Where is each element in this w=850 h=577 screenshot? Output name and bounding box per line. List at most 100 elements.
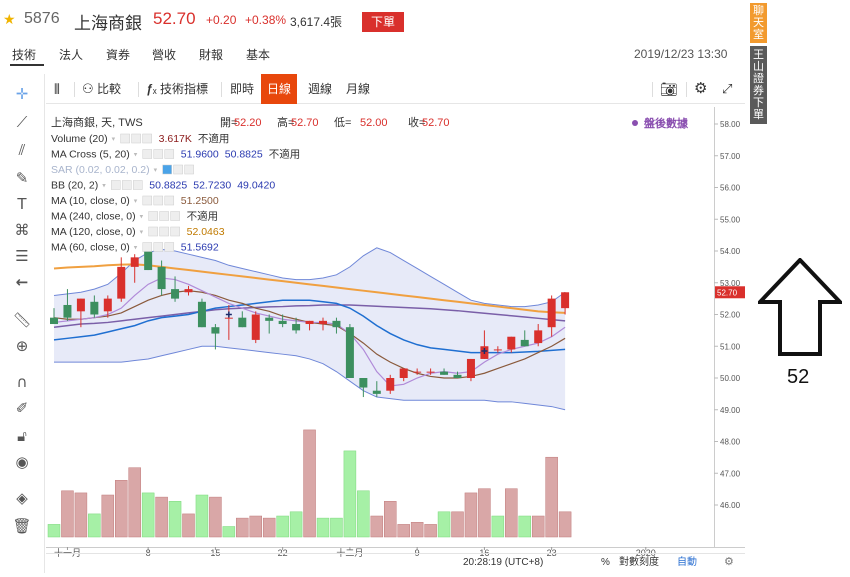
candle-body[interactable]: [76, 298, 85, 312]
indicator-visibility-icon[interactable]: [142, 242, 153, 252]
candle-body[interactable]: [386, 378, 395, 391]
candle-body[interactable]: [144, 251, 153, 271]
candle-body[interactable]: [440, 371, 449, 375]
tab-revenue[interactable]: 營收: [152, 48, 177, 62]
chart-canvas[interactable]: 58.00 57.00 56.00 55.00 54.00 53.00 52.00 51.00…: [46, 107, 745, 573]
indicator-dropdown-icon[interactable]: ▾: [112, 135, 116, 143]
indicator-settings-icon[interactable]: [173, 164, 183, 175]
indicator-name[interactable]: SAR (0.02, 0.02, 0.2): [51, 164, 150, 176]
price-chart[interactable]: 58.00 57.00 56.00 55.00 54.00 53.00 52.00 51.00…: [46, 107, 745, 573]
indicator-remove-icon[interactable]: [142, 133, 152, 144]
indicator-settings-icon[interactable]: [122, 180, 132, 190]
candle-body[interactable]: [157, 266, 166, 290]
candle-body[interactable]: [211, 327, 220, 334]
tab-financials[interactable]: 財報: [199, 48, 224, 62]
trash-icon[interactable]: 🗑︎: [12, 517, 32, 535]
indicator-dropdown-icon[interactable]: ▾: [134, 151, 138, 159]
daily-button[interactable]: 日線: [261, 74, 298, 104]
indicator-name[interactable]: MA (10, close, 0): [51, 195, 130, 207]
brush-icon[interactable]: ✎: [15, 169, 29, 187]
favorite-star-icon[interactable]: ★: [3, 11, 16, 27]
candle-body[interactable]: [399, 368, 408, 378]
tab-technical[interactable]: 技術: [12, 48, 37, 62]
statusbar-auto[interactable]: 自動: [677, 555, 697, 568]
indicator-name[interactable]: MA (120, close, 0): [51, 226, 136, 238]
statusbar-percent[interactable]: %: [601, 557, 610, 568]
broker-order-tab[interactable]: 王山證券下單: [750, 46, 767, 124]
candle-body[interactable]: [171, 289, 180, 299]
indicator-remove-icon[interactable]: [164, 242, 175, 252]
price-axis[interactable]: [714, 107, 745, 547]
candle-body[interactable]: [265, 317, 274, 321]
candle-body[interactable]: [130, 257, 139, 267]
statusbar-log-scale[interactable]: 對數刻度: [619, 555, 659, 568]
candle-body[interactable]: [507, 336, 516, 350]
candle-body[interactable]: [332, 320, 341, 328]
weekly-button[interactable]: 週線: [308, 82, 333, 96]
candle-body[interactable]: [278, 320, 287, 325]
ruler-icon[interactable]: 📏︎: [12, 311, 32, 329]
indicator-settings-icon[interactable]: [153, 242, 164, 252]
candle-body[interactable]: [184, 289, 193, 293]
zoom-in-icon[interactable]: ⊕: [15, 337, 29, 355]
indicator-visibility-icon[interactable]: [142, 149, 153, 159]
candle-body[interactable]: [50, 317, 58, 325]
magnet-icon[interactable]: ∩: [16, 373, 28, 391]
fullscreen-icon[interactable]: ⤢: [722, 81, 733, 96]
trendline-icon[interactable]: ⟋: [16, 113, 28, 131]
indicator-settings-icon[interactable]: [131, 133, 141, 144]
indicator-dropdown-icon[interactable]: ▾: [102, 182, 106, 190]
indicator-visibility-icon[interactable]: [148, 211, 158, 221]
pattern-icon[interactable]: ⌘: [14, 221, 30, 239]
candle-body[interactable]: [534, 330, 543, 344]
indicator-remove-icon[interactable]: [184, 164, 194, 175]
candle-body[interactable]: [372, 390, 381, 394]
candle-body[interactable]: [345, 327, 354, 378]
indicator-dropdown-icon[interactable]: ▾: [140, 213, 144, 221]
indicator-remove-icon[interactable]: [170, 211, 180, 221]
crosshair-icon[interactable]: ✛: [15, 85, 29, 103]
monthly-button[interactable]: 月線: [346, 82, 371, 96]
indicators-button[interactable]: ƒₓ 技術指標: [146, 82, 208, 96]
compare-button[interactable]: ⚇ 比較: [82, 74, 121, 104]
indicator-remove-icon[interactable]: [164, 149, 175, 159]
candle-body[interactable]: [547, 298, 556, 328]
indicator-dropdown-icon[interactable]: ▾: [154, 166, 158, 174]
indicator-settings-icon[interactable]: [153, 195, 164, 206]
tab-institutional[interactable]: 法人: [59, 48, 84, 62]
indicator-settings-icon[interactable]: [159, 211, 169, 221]
chatroom-tab[interactable]: 聊天室: [750, 3, 767, 43]
tab-margin[interactable]: 資券: [106, 48, 131, 62]
indicator-dropdown-icon[interactable]: ▾: [134, 244, 138, 252]
intraday-button[interactable]: 即時: [230, 82, 255, 96]
text-tool-icon[interactable]: T: [17, 195, 27, 213]
candle-body[interactable]: [413, 371, 422, 373]
candle-body[interactable]: [561, 292, 570, 309]
settings-gear-icon[interactable]: ⚙: [694, 80, 708, 97]
arrow-left-icon[interactable]: ←: [15, 273, 29, 291]
candle-body[interactable]: [251, 314, 260, 340]
lock-drawing-icon[interactable]: ✐: [15, 399, 29, 417]
candle-body[interactable]: [224, 317, 233, 319]
indicator-dropdown-icon[interactable]: ▾: [134, 197, 138, 205]
indicator-visibility-icon[interactable]: [142, 195, 153, 206]
candle-body[interactable]: [197, 301, 206, 328]
indicator-name[interactable]: Volume (20): [51, 133, 108, 145]
candle-body[interactable]: [103, 298, 112, 312]
indicator-dropdown-icon[interactable]: ▾: [140, 228, 144, 236]
candle-type-icon[interactable]: ⫴: [54, 81, 60, 97]
indicator-name[interactable]: MA (60, close, 0): [51, 242, 130, 254]
eye-icon[interactable]: ◉: [15, 453, 29, 471]
camera-icon[interactable]: 📷︎: [660, 81, 678, 97]
candle-body[interactable]: [117, 266, 126, 299]
indicator-name[interactable]: MA (240, close, 0): [51, 211, 136, 223]
indicator-settings-icon[interactable]: [153, 149, 164, 159]
lock-icon[interactable]: 🔓︎: [17, 427, 27, 445]
candle-body[interactable]: [305, 320, 314, 325]
candle-body[interactable]: [466, 358, 475, 378]
candle-body[interactable]: [453, 374, 462, 378]
indicator-settings-icon[interactable]: [159, 226, 169, 237]
layers-icon[interactable]: ◈: [16, 489, 28, 507]
indicator-name[interactable]: MA Cross (5, 20): [51, 149, 130, 161]
candle-body[interactable]: [63, 304, 72, 318]
